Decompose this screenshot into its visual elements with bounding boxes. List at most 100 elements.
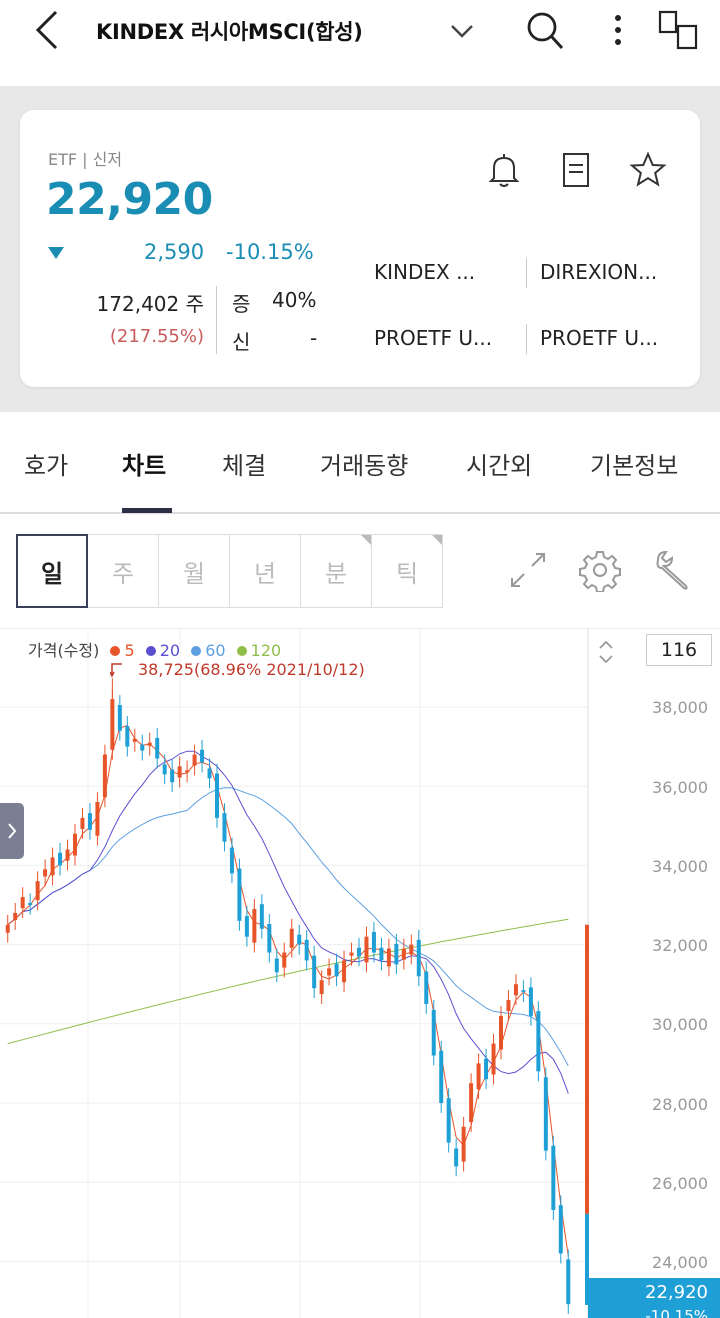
candle-body xyxy=(13,912,18,921)
expand-icon[interactable] xyxy=(506,548,550,592)
related-item-2[interactable]: DIREXION... xyxy=(540,260,658,284)
related-item-3[interactable]: PROETF U... xyxy=(374,326,493,350)
related-item-1[interactable]: KINDEX ... xyxy=(374,260,476,284)
candle-body xyxy=(349,952,354,956)
period-month[interactable]: 월 xyxy=(158,534,230,608)
candle-body xyxy=(543,1077,548,1151)
candle-body xyxy=(73,833,77,856)
candle-body xyxy=(304,939,309,961)
candle-body xyxy=(35,881,40,901)
candle-count-box[interactable]: 116 xyxy=(646,634,712,666)
candle-body xyxy=(439,1050,444,1103)
down-triangle-icon xyxy=(48,247,64,259)
candle-body xyxy=(476,1063,481,1090)
credit-value: - xyxy=(310,326,318,350)
ma120-line xyxy=(7,918,569,1045)
ma120-dot-icon xyxy=(236,646,247,656)
candle-body xyxy=(177,766,182,778)
active-tab-indicator xyxy=(122,508,172,513)
period-minute[interactable]: 분 xyxy=(300,534,372,608)
candle-body xyxy=(484,1058,489,1080)
top-bar: KINDEX 러시아MSCI(합성) xyxy=(0,0,720,86)
chart-area[interactable] xyxy=(0,628,720,1318)
volume-pct: (217.55%) xyxy=(109,326,204,347)
candle-body xyxy=(200,749,205,763)
candle-body xyxy=(357,947,361,957)
corner-indicator xyxy=(432,535,442,545)
quote-card: ETF | 신저 22,920 2,590 -10.15% 172,402 주 … xyxy=(20,110,700,387)
period-year[interactable]: 년 xyxy=(229,534,301,608)
y-tick: 34,000 xyxy=(652,857,708,876)
candle-body xyxy=(87,813,92,830)
back-arrow-icon[interactable] xyxy=(28,8,68,52)
candle-body xyxy=(312,955,317,989)
candle-body xyxy=(379,947,384,961)
candle-body xyxy=(58,852,63,866)
tab-orderbook[interactable]: 호가 xyxy=(24,452,69,480)
market-label: ETF | 신저 xyxy=(48,150,123,169)
divider xyxy=(526,258,527,288)
price-range-bar-down xyxy=(585,1213,589,1305)
tab-trades[interactable]: 체결 xyxy=(222,452,267,480)
side-panel-toggle[interactable] xyxy=(0,803,24,859)
tab-trading-trend[interactable]: 거래동향 xyxy=(320,452,409,480)
candle-body xyxy=(125,726,130,747)
candle-body xyxy=(506,1000,511,1012)
candle-body xyxy=(155,737,160,759)
ma20-label: 20 xyxy=(159,641,181,660)
tab-bar: 호가 차트 체결 거래동향 시간외 기본정보 xyxy=(0,412,720,514)
period-day[interactable]: 일 xyxy=(16,534,88,608)
bell-icon[interactable] xyxy=(484,150,524,190)
ma5-line xyxy=(7,724,569,1256)
price-range-bar-up xyxy=(585,924,589,1214)
period-tick[interactable]: 틱 xyxy=(371,534,443,608)
y-tick: 32,000 xyxy=(652,936,708,955)
document-icon[interactable] xyxy=(556,150,596,190)
candle-body xyxy=(282,952,287,968)
multi-window-icon[interactable] xyxy=(656,8,700,52)
tab-chart[interactable]: 차트 xyxy=(122,452,167,480)
candlestick-chart[interactable] xyxy=(0,628,720,1318)
settings-gear-icon[interactable] xyxy=(578,548,622,592)
candle-body xyxy=(461,1126,466,1162)
candle-body xyxy=(95,802,100,836)
y-tick: 28,000 xyxy=(652,1095,708,1114)
ma5-label: 5 xyxy=(124,641,135,660)
candle-body xyxy=(521,990,526,993)
ma20-line xyxy=(7,750,569,1094)
candle-body xyxy=(364,936,369,963)
candle-body xyxy=(267,924,272,953)
star-icon[interactable] xyxy=(628,150,668,190)
candle-body xyxy=(43,869,48,877)
candle-body xyxy=(551,1145,556,1210)
candle-body xyxy=(469,1083,474,1123)
candle-body xyxy=(244,916,249,937)
candle-body xyxy=(446,1098,451,1143)
up-down-arrows-icon[interactable] xyxy=(596,638,616,666)
high-marker-arrow-icon xyxy=(110,663,122,678)
wrench-icon[interactable] xyxy=(650,548,694,592)
volume: 172,402 주 xyxy=(96,292,204,316)
ma120-label: 120 xyxy=(250,641,282,660)
tab-basic-info[interactable]: 기본정보 xyxy=(590,452,679,480)
chevron-down-icon[interactable] xyxy=(440,8,484,52)
candle-body xyxy=(170,769,175,783)
divider xyxy=(216,286,217,354)
chevron-right-icon xyxy=(8,823,17,839)
tab-after-hours[interactable]: 시간외 xyxy=(466,452,533,480)
period-week[interactable]: 주 xyxy=(87,534,159,608)
candle-body xyxy=(424,971,429,1004)
candle-body xyxy=(394,943,399,965)
search-icon[interactable] xyxy=(522,8,566,52)
candle-body xyxy=(185,770,190,773)
chart-legend: 가격(수정) 5 20 60 120 xyxy=(28,637,281,661)
candle-body xyxy=(297,934,302,945)
price-change: 2,590 xyxy=(144,240,205,264)
ma20-dot-icon xyxy=(145,646,156,656)
candle-body xyxy=(558,1205,563,1254)
high-price-label: 38,725(68.96% 2021/10/12) xyxy=(138,660,365,679)
related-item-4[interactable]: PROETF U... xyxy=(540,326,659,350)
more-vertical-icon[interactable] xyxy=(596,8,640,52)
candle-body xyxy=(20,897,25,909)
ma60-dot-icon xyxy=(191,646,202,656)
